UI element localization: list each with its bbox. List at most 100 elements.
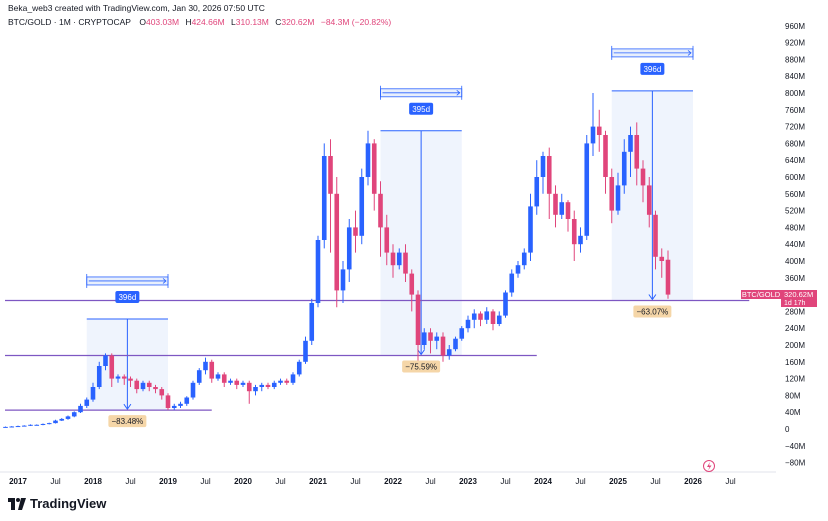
candle-body	[471, 313, 477, 320]
candle-body	[309, 303, 315, 341]
open-label: O	[139, 17, 146, 27]
candle-body	[553, 193, 558, 215]
lightning-icon[interactable]	[703, 460, 715, 472]
candle-body	[521, 252, 527, 266]
candle-body	[453, 338, 458, 350]
time-axis-tick-label: 2024	[534, 477, 552, 486]
candle-body	[396, 252, 402, 266]
tradingview-logo: TradingView	[8, 496, 106, 511]
change-badge	[108, 415, 147, 428]
candle-body	[290, 374, 296, 383]
candle-body	[328, 156, 333, 194]
candle-body	[15, 426, 21, 428]
candle-body	[59, 418, 65, 421]
candle-body	[109, 355, 115, 379]
candle-body	[459, 328, 465, 339]
duration-bar-arrowhead	[456, 89, 461, 96]
candle-body	[578, 235, 583, 245]
candle-body	[565, 202, 571, 219]
candle-body	[603, 135, 608, 177]
price-axis-tick-label: 40M	[785, 408, 801, 417]
candle-body	[378, 193, 383, 228]
tradingview-logo-icon	[8, 497, 26, 510]
time-axis[interactable]: 2017 Jul 2018 Jul 2019 Jul 2020 Jul 2021 Jul 2022 J…	[9, 477, 736, 486]
candle-body	[628, 135, 633, 152]
candle-body	[296, 361, 302, 375]
candle-body	[440, 336, 446, 356]
duration-bar-arrowhead	[162, 278, 167, 284]
duration-badge-label: 395d	[412, 105, 430, 114]
time-axis-tick-label: Jul	[425, 477, 435, 486]
time-axis-tick-label: Jul	[125, 477, 135, 486]
price-tag-value-bg	[781, 290, 817, 307]
price-axis[interactable]: 960M 920M 880M 840M 800M 760M 720M 680M 640M 600M…	[785, 22, 806, 468]
time-axis-tick-label: 2020	[234, 477, 252, 486]
candle-body	[584, 143, 590, 236]
candle-body	[190, 382, 196, 398]
candle-body	[246, 382, 252, 392]
price-axis-tick-label: −40M	[785, 442, 806, 451]
price-axis-tick-label: −80M	[785, 459, 806, 468]
candle-body	[365, 143, 371, 177]
candle-body	[390, 252, 396, 266]
time-axis-tick-label: 2023	[459, 477, 477, 486]
time-axis-tick-label: 2026	[684, 477, 702, 486]
candle-body	[559, 202, 565, 215]
candle-body	[115, 376, 121, 379]
range-label-layer: 396d −83.48% 395d −75.59% 396d −63.07%	[108, 62, 672, 428]
candle-body	[90, 387, 96, 400]
price-axis-tick-label: 560M	[785, 190, 805, 199]
candle-body	[171, 405, 177, 408]
candle-body	[3, 426, 8, 428]
range-measure-arrowhead	[648, 294, 657, 301]
candle-body	[359, 177, 365, 236]
time-axis-tick-label: Jul	[350, 477, 360, 486]
price-tag-symbol-bg	[741, 290, 781, 299]
last-price-tag: BTC/GOLD 320.62M 1d 17h	[741, 290, 817, 307]
candle-body	[178, 403, 183, 406]
candle-body	[621, 151, 627, 186]
candle-body	[478, 313, 483, 320]
candle-body	[334, 193, 340, 291]
price-axis-tick-label: 680M	[785, 139, 805, 148]
candle-body	[540, 156, 546, 177]
candle-body	[65, 416, 71, 419]
candle-body	[259, 384, 265, 387]
candle-body	[228, 380, 233, 383]
price-tag-countdown: 1d 17h	[784, 300, 806, 307]
close-label: C	[275, 17, 282, 27]
candle-body	[346, 227, 352, 270]
candle-body	[103, 355, 108, 366]
range-measure-layer	[86, 45, 694, 411]
time-axis-tick-label: Jul	[575, 477, 585, 486]
candle-body	[53, 420, 58, 424]
candle-body	[659, 256, 665, 261]
candle-body	[121, 376, 127, 379]
price-axis-tick-label: 120M	[785, 375, 805, 384]
price-axis-tick-label: 80M	[785, 391, 801, 400]
symbol-legend: BTC/GOLD · 1M · CRYPTOCAP O403.03M H424.…	[8, 17, 395, 27]
open-value: 403.03M	[145, 17, 180, 27]
time-axis-tick-label: Jul	[275, 477, 285, 486]
candle-body	[609, 177, 615, 211]
price-axis-tick-label: 800M	[785, 89, 805, 98]
candle-body	[465, 319, 471, 329]
change-value: −84.3M (−20.82%)	[320, 17, 392, 27]
candle-body	[240, 382, 246, 385]
candle-body	[203, 361, 208, 371]
candle-body	[515, 265, 521, 274]
time-axis-tick-label: 2018	[84, 477, 102, 486]
price-axis-tick-label: 720M	[785, 123, 805, 132]
price-axis-tick-label: 360M	[785, 274, 805, 283]
time-axis-tick-label: 2022	[384, 477, 402, 486]
tradingview-wordmark: TradingView	[30, 496, 107, 511]
candle-body	[9, 426, 15, 428]
duration-badge	[409, 102, 434, 115]
candle-body	[665, 259, 671, 295]
candle-body	[196, 370, 202, 383]
price-axis-tick-label: 280M	[785, 307, 805, 316]
price-tag-symbol: BTC/GOLD	[742, 290, 781, 299]
candle-body	[184, 397, 190, 404]
candle-body	[284, 380, 290, 383]
